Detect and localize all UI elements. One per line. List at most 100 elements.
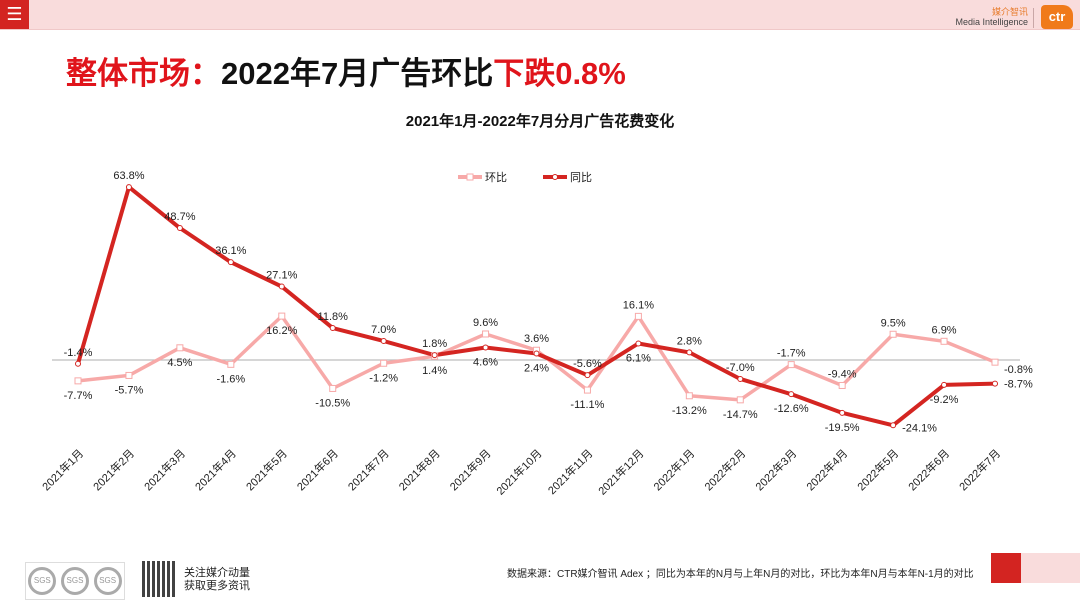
data-point-mom — [380, 359, 388, 367]
title-highlight: 下跌0.8% — [493, 56, 626, 91]
data-label: 6.1% — [626, 352, 651, 364]
hamburger-icon[interactable]: ☰ — [0, 0, 29, 29]
qr-line-1: 关注媒介动量 — [184, 567, 250, 579]
data-label: -1.2% — [369, 372, 398, 384]
data-point-mom — [583, 386, 591, 394]
data-label: -19.5% — [825, 422, 860, 434]
x-tick-label: 2022年1月 — [650, 446, 697, 493]
data-point-mom — [176, 344, 184, 352]
data-source-note: 数据来源：CTR媒介智讯 Adex ；同比为本年的N月与上年N月的对比，环比为本… — [507, 569, 974, 580]
data-point-yoy — [278, 283, 285, 290]
qr-code-icon — [142, 561, 176, 597]
data-point-yoy — [839, 409, 846, 416]
top-bar: ☰ 媒介智讯 Media Intelligence ctr — [0, 0, 1080, 30]
data-label: 2.4% — [524, 362, 549, 374]
data-label: 7.0% — [371, 324, 396, 336]
ctr-logo: ctr — [1041, 5, 1073, 29]
data-label: -7.7% — [64, 390, 93, 402]
legend-label-yoy: 同比 — [570, 171, 592, 184]
x-tick-label: 2022年2月 — [701, 446, 748, 493]
certification-badges: SGS SGS SGS — [25, 562, 125, 600]
chart-title: 2021年1月-2022年7月分月广告花费变化 — [405, 113, 675, 130]
series-line-yoy — [76, 185, 996, 428]
data-label: 1.8% — [422, 338, 447, 350]
data-label: 6.9% — [932, 324, 957, 336]
data-point-yoy — [125, 184, 132, 191]
data-point-yoy — [176, 225, 183, 232]
data-label: -11.1% — [570, 399, 604, 411]
data-label: -12.6% — [774, 403, 809, 415]
data-label: -1.7% — [777, 348, 806, 360]
data-point-mom — [125, 371, 133, 379]
data-point-mom — [74, 377, 82, 385]
data-label: -5.6% — [573, 358, 602, 370]
legend: 环比 同比 — [458, 171, 592, 184]
x-tick-label: 2022年5月 — [854, 446, 901, 493]
data-point-yoy — [686, 349, 693, 356]
x-tick-label: 2021年8月 — [396, 446, 443, 493]
data-label: -9.4% — [828, 368, 857, 380]
data-point-yoy — [737, 375, 744, 382]
data-point-mom — [787, 361, 795, 369]
data-point-mom — [736, 396, 744, 404]
data-point-mom — [227, 360, 235, 368]
data-label: -1.4% — [64, 347, 93, 359]
data-point-yoy — [890, 422, 897, 429]
x-tick-label: 2021年5月 — [243, 446, 290, 493]
data-label: 4.6% — [473, 357, 498, 369]
data-point-mom — [940, 337, 948, 345]
data-point-yoy — [788, 391, 795, 398]
x-tick-label: 2022年6月 — [905, 446, 952, 493]
data-label: 9.6% — [473, 317, 498, 329]
brand-text: 媒介智讯 Media Intelligence — [955, 7, 1028, 27]
x-tick-label: 2021年3月 — [141, 446, 188, 493]
legend-label-mom: 环比 — [485, 171, 507, 184]
qr-line-2: 获取更多资讯 — [184, 580, 250, 592]
data-point-mom — [991, 358, 999, 366]
sgs-badge-icon: SGS — [93, 567, 122, 595]
page-title: 整体市场：2022年7月广告环比下跌0.8% — [66, 48, 626, 93]
sgs-badge-icon: SGS — [28, 567, 57, 595]
x-tick-label: 2021年11月 — [545, 446, 596, 497]
data-label: -14.7% — [723, 409, 758, 421]
x-tick-label: 2021年7月 — [345, 446, 392, 493]
data-point-mom — [482, 330, 490, 338]
data-label: -8.7% — [1004, 379, 1033, 391]
x-tick-label: 2021年10月 — [493, 446, 544, 497]
data-label: 36.1% — [215, 245, 246, 257]
data-point-mom — [278, 312, 286, 320]
data-point-yoy — [227, 259, 234, 266]
data-label: -1.6% — [216, 373, 245, 385]
data-label: 63.8% — [113, 170, 144, 182]
x-tick-label: 2021年1月 — [39, 446, 86, 493]
data-label: 9.5% — [881, 317, 906, 329]
data-label: -5.7% — [115, 384, 144, 396]
title-middle: 2022年7月广告环比 — [221, 56, 494, 91]
data-label: 2.8% — [677, 335, 702, 347]
title-prefix: 整体市场： — [66, 56, 221, 91]
data-label: -10.5% — [315, 397, 350, 409]
data-point-mom — [634, 312, 642, 320]
data-point-yoy — [635, 340, 642, 347]
data-label: -9.2% — [930, 394, 959, 406]
x-tick-label: 2022年3月 — [752, 446, 799, 493]
data-label: -7.0% — [726, 362, 755, 374]
data-point-yoy — [533, 350, 540, 357]
brand-cn: 媒介智讯 — [991, 7, 1028, 17]
data-point-yoy — [329, 325, 336, 332]
data-point-mom — [685, 392, 693, 400]
data-label: 48.7% — [164, 211, 195, 223]
sgs-badge-icon: SGS — [60, 567, 89, 595]
x-tick-label: 2021年6月 — [294, 446, 341, 493]
data-label: 3.6% — [524, 333, 549, 345]
series-line-mom — [77, 314, 996, 402]
data-point-yoy — [380, 338, 387, 345]
x-tick-label: 2021年12月 — [595, 446, 646, 497]
data-point-yoy — [992, 380, 998, 387]
legend-marker-mom — [466, 173, 474, 181]
data-label: -13.2% — [672, 405, 707, 417]
data-label: 16.2% — [266, 325, 297, 337]
divider — [1033, 8, 1034, 28]
x-tick-label: 2021年2月 — [90, 446, 137, 493]
footer-accent-block — [991, 553, 1021, 583]
